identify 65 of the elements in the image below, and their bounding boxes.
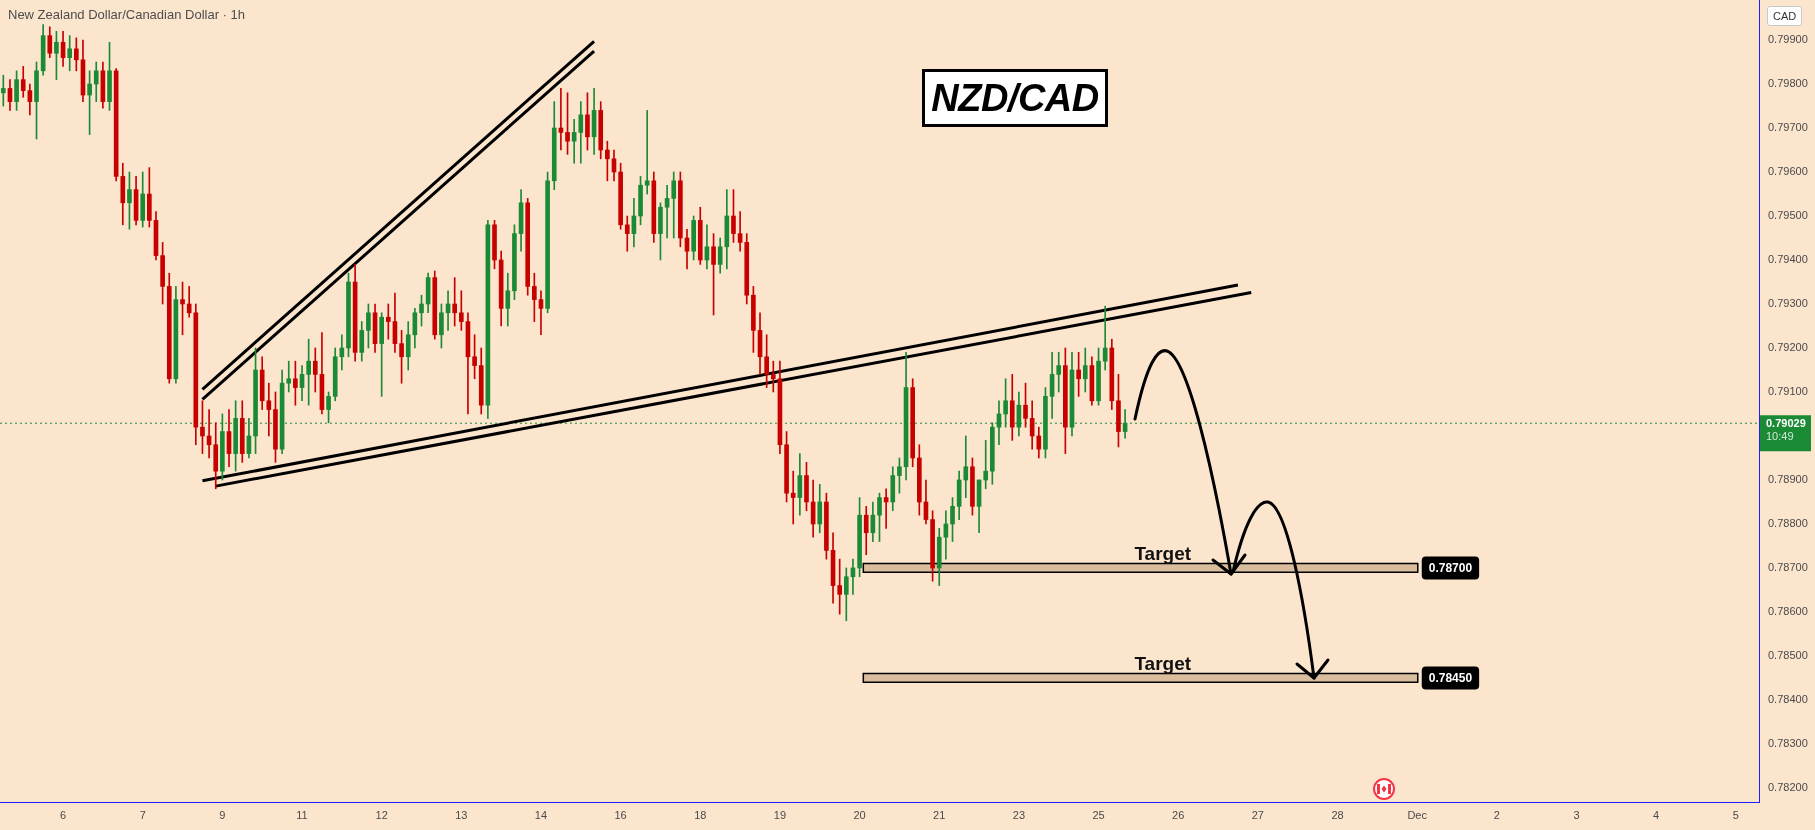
candlestick: [571, 118, 577, 164]
y-axis-title: CAD: [1767, 6, 1803, 26]
y-tick-label: 0.78900: [1768, 473, 1808, 485]
band-label: Target: [1134, 652, 1192, 674]
candlestick: [770, 360, 776, 393]
x-tick-label: 19: [773, 808, 787, 821]
x-tick-label: 12: [375, 808, 388, 821]
candlestick: [458, 290, 464, 331]
x-tick-label: 7: [139, 808, 146, 821]
annotation: 0.78700: [1428, 560, 1473, 575]
candlestick: [983, 440, 989, 490]
text: New Zealand Dollar/Canadian Dollar · 1h: [8, 7, 246, 22]
x-tick-label: 6: [60, 808, 67, 821]
y-tick-label: 0.79200: [1768, 341, 1808, 354]
y-tick-label: 0.79800: [1768, 77, 1808, 90]
y-tick-label: 0.78500: [1768, 648, 1808, 661]
x-tick-label: 16: [614, 808, 627, 821]
x-tick-label: 20: [853, 808, 866, 821]
x-tick-label: 25: [1092, 808, 1105, 821]
y-tick-label: 0.78600: [1768, 604, 1808, 617]
candlestick: [963, 435, 969, 498]
x-tick-label: 18: [694, 808, 707, 821]
candlestick: [67, 35, 73, 72]
y-tick-label: 0.79300: [1768, 297, 1808, 310]
y-tick-label: 0.78400: [1768, 692, 1808, 705]
x-tick-label: 27: [1251, 808, 1264, 821]
x-tick-label: 26: [1172, 808, 1185, 821]
annotation: 0.78450: [1428, 670, 1473, 685]
x-tick-label: 11: [296, 808, 308, 821]
candlestick: [664, 184, 670, 239]
y-tick-label: 0.78700: [1768, 560, 1808, 573]
candlestick: [790, 470, 796, 525]
y-tick-label: 0.79900: [1768, 33, 1808, 46]
text: NZD/CAD: [931, 76, 1099, 120]
x-tick-label: 5: [1732, 808, 1739, 821]
candlestick: [452, 277, 458, 327]
x-tick-label: 21: [933, 808, 946, 821]
x-tick-label: 28: [1331, 808, 1344, 821]
band-label: Target: [1134, 542, 1192, 564]
candlestick: [644, 110, 650, 195]
candlestick: [538, 290, 544, 336]
ref-line-label: 0.79029 10:49: [1766, 416, 1806, 442]
y-tick-label: 0.79600: [1768, 165, 1808, 178]
y-tick-label: 0.79100: [1768, 385, 1808, 398]
candlestick: [1102, 305, 1108, 371]
x-tick-label: 23: [1012, 808, 1026, 821]
candlestick: [837, 558, 842, 615]
x-tick-label: 13: [455, 808, 468, 821]
candlestick: [385, 303, 391, 340]
candlestick: [737, 211, 743, 252]
candlestick: [286, 360, 292, 393]
y-tick-label: 0.78200: [1768, 780, 1808, 793]
y-tick-label: 0.79500: [1768, 209, 1808, 222]
x-tick-label: Dec: [1407, 808, 1428, 821]
x-tick-label: 14: [534, 808, 548, 821]
candlestick: [1056, 352, 1062, 393]
candlestick: [0, 74, 6, 107]
x-tick-label: 2: [1493, 808, 1500, 821]
x-tick-label: 3: [1573, 808, 1580, 821]
y-tick-label: 0.78300: [1768, 736, 1808, 749]
y-tick-label: 0.78800: [1768, 516, 1808, 529]
y-tick-label: 0.79400: [1768, 253, 1808, 266]
y-tick-label: 0.79700: [1768, 121, 1808, 134]
x-tick-label: 9: [219, 808, 226, 821]
x-tick-label: 4: [1653, 808, 1660, 821]
